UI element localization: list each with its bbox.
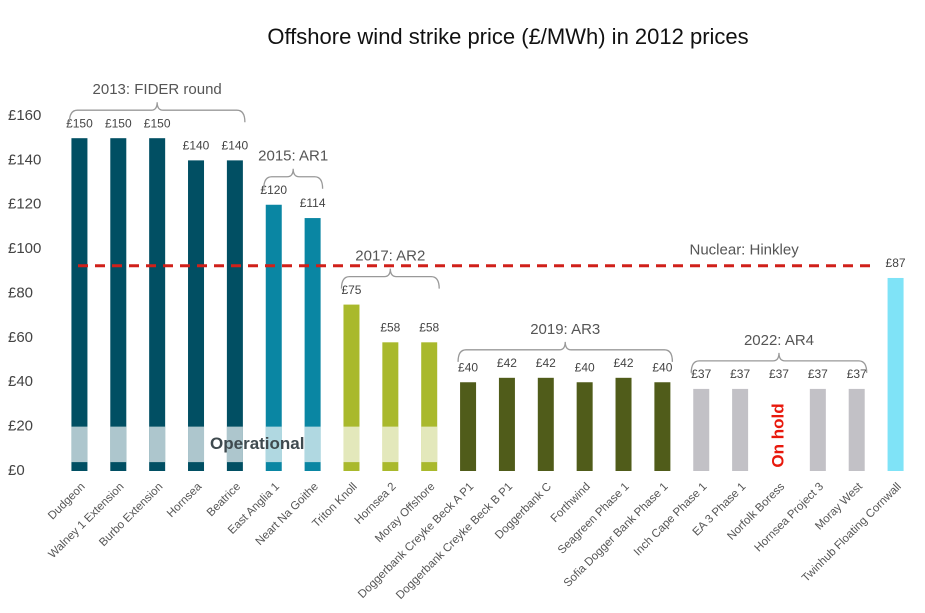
bar: [226, 160, 243, 471]
operational-band: [304, 426, 321, 463]
y-tick-label: £40: [8, 373, 33, 390]
value-label: £120: [260, 183, 287, 197]
group-label: 2019: AR3: [530, 321, 600, 338]
y-tick-label: £20: [8, 418, 33, 435]
value-label: £87: [886, 256, 906, 270]
y-tick-label: £0: [8, 462, 25, 479]
value-label: £37: [847, 367, 867, 381]
bar: [693, 388, 710, 471]
operational-band: [226, 426, 243, 463]
value-label: £40: [458, 360, 478, 374]
value-label: £150: [66, 116, 93, 130]
group-bracket: [68, 102, 246, 123]
x-tick-label: Hornsea: [165, 480, 205, 520]
x-tick-label: Seagreen Phase 1: [556, 481, 632, 557]
value-label: £37: [769, 367, 789, 381]
bar: [615, 377, 632, 471]
value-label: £114: [300, 196, 326, 210]
group-label: 2015: AR1: [258, 148, 328, 165]
x-tick-label: Beatrice: [205, 481, 243, 519]
value-label: £42: [614, 356, 634, 370]
value-label: £40: [652, 360, 672, 374]
bar: [110, 138, 127, 471]
group-label: 2022: AR4: [744, 332, 814, 349]
operational-band: [110, 426, 127, 463]
operational-band: [421, 426, 438, 463]
group-bracket: [263, 168, 324, 189]
value-label: £58: [380, 320, 400, 334]
operational-band: [265, 426, 282, 463]
value-label: £40: [575, 360, 595, 374]
group-bracket: [457, 341, 674, 362]
y-tick-label: £160: [8, 107, 41, 124]
group-label: 2013: FIDER round: [93, 81, 222, 98]
value-label: £150: [105, 116, 132, 130]
operational-label: Operational: [210, 434, 304, 453]
y-tick-label: £60: [8, 329, 33, 346]
chart-title: Offshore wind strike price (£/MWh) in 20…: [267, 24, 748, 49]
x-tick-label: Walney 1 Extension: [47, 481, 127, 561]
value-label: £42: [497, 356, 517, 370]
value-label: £140: [183, 139, 210, 153]
bar: [188, 160, 205, 471]
value-label: £37: [808, 367, 828, 381]
bar: [265, 204, 282, 471]
y-tick-label: £140: [8, 151, 41, 168]
bar: [887, 277, 904, 471]
y-tick-label: £120: [8, 196, 41, 213]
x-tick-label: Inch Cape Phase 1: [632, 481, 710, 559]
bar: [809, 388, 826, 471]
bar: [537, 377, 554, 471]
bar: [848, 388, 865, 471]
group-label: 2017: AR2: [355, 248, 425, 265]
y-tick-label: £100: [8, 240, 41, 257]
operational-band: [382, 426, 399, 463]
operational-band: [343, 426, 360, 463]
bar: [149, 138, 166, 471]
bar: [498, 377, 515, 471]
bar: [576, 382, 593, 471]
bar: [304, 218, 321, 471]
value-label: £37: [691, 367, 711, 381]
bar: [460, 382, 477, 471]
x-tick-label: Hornsea Project 3: [753, 481, 827, 555]
bar: [732, 388, 749, 471]
group-bracket: [340, 268, 440, 289]
operational-band: [71, 426, 88, 463]
value-label: £140: [222, 139, 249, 153]
value-label: £150: [144, 116, 171, 130]
operational-band: [149, 426, 166, 463]
operational-band: [188, 426, 205, 463]
value-label: £37: [730, 367, 750, 381]
bar: [654, 382, 671, 471]
reference-label: Nuclear: Hinkley: [690, 242, 800, 259]
y-tick-label: £80: [8, 284, 33, 301]
on-hold-label: On hold: [768, 403, 787, 467]
bar: [71, 138, 88, 471]
value-label: £58: [419, 320, 439, 334]
value-label: £42: [536, 356, 556, 370]
value-label: £75: [341, 283, 361, 297]
